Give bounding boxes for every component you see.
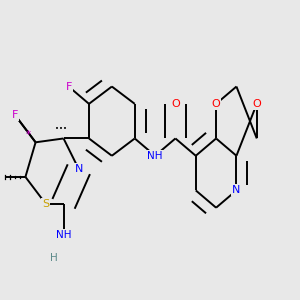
Text: N: N xyxy=(75,164,83,174)
Text: O: O xyxy=(212,99,220,109)
Text: F: F xyxy=(65,82,72,92)
Text: O: O xyxy=(171,99,180,109)
Text: *: * xyxy=(26,130,31,140)
Text: NH: NH xyxy=(147,151,163,161)
Text: •••: ••• xyxy=(55,126,67,132)
Text: S: S xyxy=(42,199,49,209)
Text: NH: NH xyxy=(56,230,71,240)
Text: O: O xyxy=(252,99,261,109)
Text: H: H xyxy=(50,253,57,263)
Text: N: N xyxy=(232,185,241,195)
Text: F: F xyxy=(12,110,18,120)
